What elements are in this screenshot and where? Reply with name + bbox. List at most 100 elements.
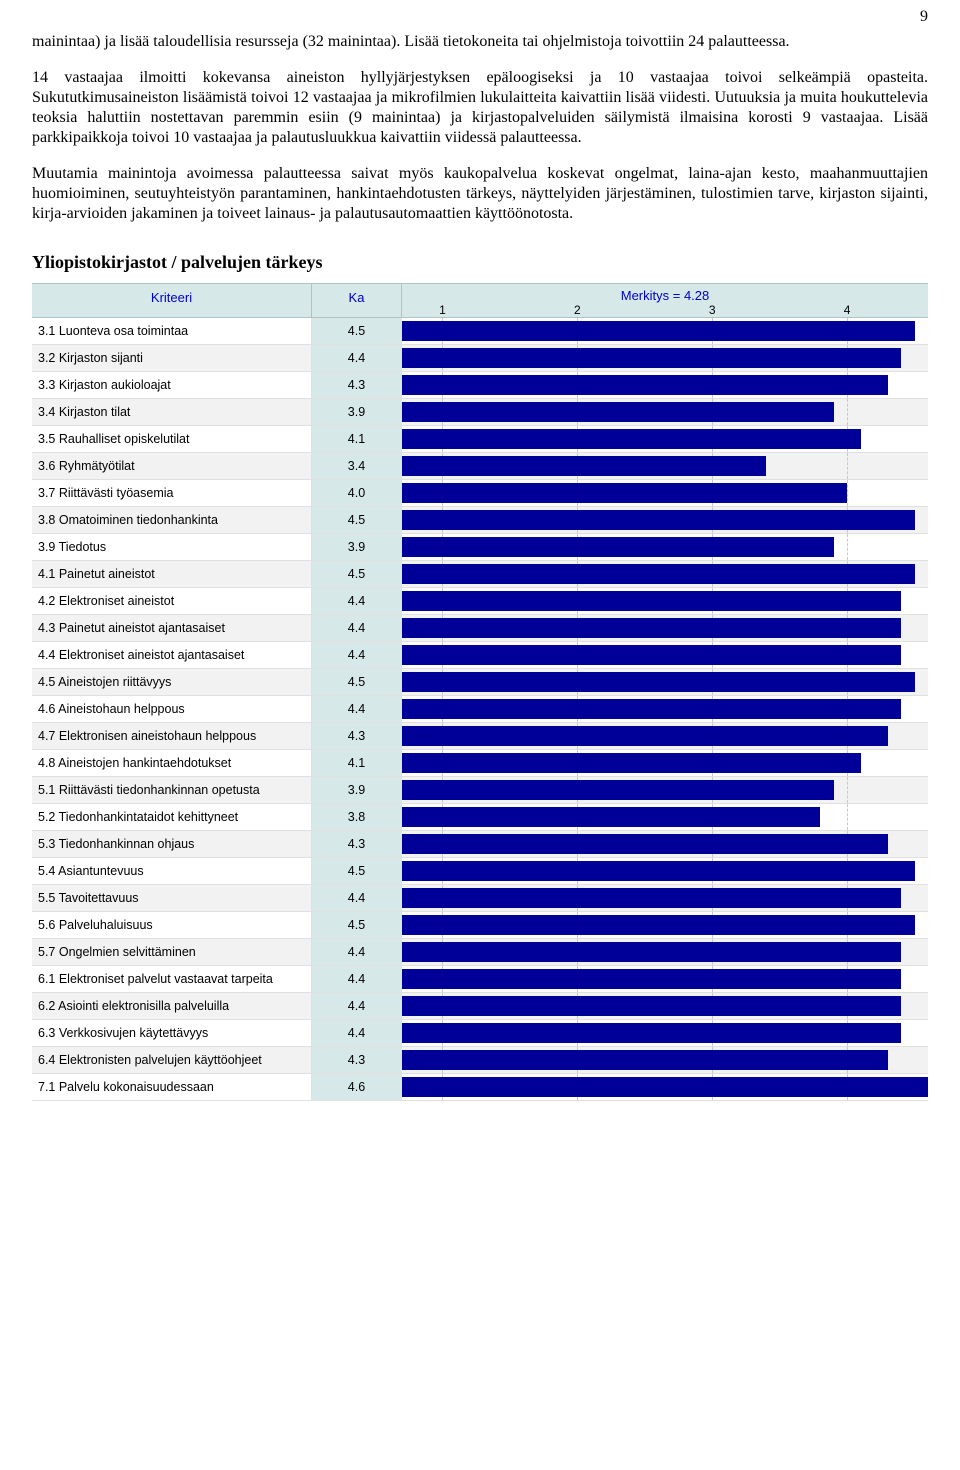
chart-bar-area (402, 426, 928, 452)
chart-row-ka: 4.6 (312, 1074, 402, 1100)
chart-row: 3.9 Tiedotus3.9 (32, 534, 928, 561)
chart-bar-area (402, 372, 928, 398)
chart-row: 3.1 Luonteva osa toimintaa4.5 (32, 318, 928, 345)
chart-bar-area (402, 777, 928, 803)
chart-row-label: 5.2 Tiedonhankintataidot kehittyneet (32, 804, 312, 830)
chart-row-ka: 4.5 (312, 561, 402, 587)
chart-row-ka: 4.0 (312, 480, 402, 506)
chart-bar-area (402, 561, 928, 587)
chart-row-ka: 3.9 (312, 399, 402, 425)
chart-bar (402, 942, 901, 962)
chart-row-label: 4.1 Painetut aineistot (32, 561, 312, 587)
grid-line (847, 453, 848, 479)
chart-row-label: 7.1 Palvelu kokonaisuudessaan (32, 1074, 312, 1100)
chart-row: 3.7 Riittävästi työasemia4.0 (32, 480, 928, 507)
chart-row-ka: 4.3 (312, 372, 402, 398)
chart-row-ka: 3.8 (312, 804, 402, 830)
chart-row-ka: 4.4 (312, 615, 402, 641)
chart-bar-area (402, 345, 928, 371)
chart-bar-area (402, 804, 928, 830)
chart-row-ka: 4.5 (312, 318, 402, 344)
chart-bar (402, 996, 901, 1016)
chart-bar-area (402, 588, 928, 614)
chart-row: 5.4 Asiantuntevuus4.5 (32, 858, 928, 885)
chart-row: 3.4 Kirjaston tilat3.9 (32, 399, 928, 426)
chart-bar-area (402, 1020, 928, 1046)
chart-bar (402, 456, 766, 476)
section-heading: Yliopistokirjastot / palvelujen tärkeys (32, 252, 928, 273)
chart-row-ka: 4.4 (312, 588, 402, 614)
chart-row-ka: 3.4 (312, 453, 402, 479)
chart-row-label: 6.3 Verkkosivujen käytettävyys (32, 1020, 312, 1046)
chart-tick-label: 2 (574, 303, 581, 317)
chart-row: 5.5 Tavoitettavuus4.4 (32, 885, 928, 912)
chart-bar (402, 1023, 901, 1043)
chart-row-ka: 4.4 (312, 885, 402, 911)
chart-row-label: 3.6 Ryhmätyötilat (32, 453, 312, 479)
chart-row-ka: 4.4 (312, 993, 402, 1019)
chart-row-label: 4.5 Aineistojen riittävyys (32, 669, 312, 695)
chart-bar-area (402, 669, 928, 695)
chart-bar (402, 888, 901, 908)
chart-header-criteria: Kriteeri (32, 284, 312, 317)
chart-bar (402, 618, 901, 638)
chart-bar (402, 348, 901, 368)
chart-row-ka: 4.4 (312, 966, 402, 992)
chart-row-ka: 4.5 (312, 858, 402, 884)
chart-bar-area (402, 750, 928, 776)
chart-bar (402, 591, 901, 611)
chart-bar (402, 915, 915, 935)
chart-row-ka: 4.4 (312, 939, 402, 965)
chart-row: 4.5 Aineistojen riittävyys4.5 (32, 669, 928, 696)
chart-bar-area (402, 318, 928, 344)
chart-row-label: 3.2 Kirjaston sijanti (32, 345, 312, 371)
chart-row-label: 4.7 Elektronisen aineistohaun helppous (32, 723, 312, 749)
chart-bar-area (402, 453, 928, 479)
chart-row: 3.6 Ryhmätyötilat3.4 (32, 453, 928, 480)
chart-bar (402, 321, 915, 341)
chart-row: 3.3 Kirjaston aukioloajat4.3 (32, 372, 928, 399)
chart-bar (402, 969, 901, 989)
chart-row: 6.4 Elektronisten palvelujen käyttöohjee… (32, 1047, 928, 1074)
chart-row-ka: 4.3 (312, 831, 402, 857)
chart-row-label: 3.4 Kirjaston tilat (32, 399, 312, 425)
chart-row: 5.3 Tiedonhankinnan ohjaus4.3 (32, 831, 928, 858)
chart-row-label: 5.4 Asiantuntevuus (32, 858, 312, 884)
chart-row: 4.7 Elektronisen aineistohaun helppous4.… (32, 723, 928, 750)
chart-row-label: 5.1 Riittävästi tiedonhankinnan opetusta (32, 777, 312, 803)
chart-bar-area (402, 480, 928, 506)
chart-row: 4.6 Aineistohaun helppous4.4 (32, 696, 928, 723)
chart-row-label: 6.4 Elektronisten palvelujen käyttöohjee… (32, 1047, 312, 1073)
grid-line (847, 804, 848, 830)
chart-tick-label: 4 (844, 303, 851, 317)
chart-bar (402, 375, 888, 395)
chart-header-scale: Merkitys = 4.28 1234 (402, 284, 928, 317)
chart-bar-area (402, 615, 928, 641)
chart-row-label: 4.6 Aineistohaun helppous (32, 696, 312, 722)
chart-bar-area (402, 1074, 928, 1100)
chart-bar-area (402, 885, 928, 911)
body-paragraph-2: 14 vastaajaa ilmoitti kokevansa aineisto… (32, 68, 928, 148)
page-number: 9 (32, 8, 928, 26)
chart-row-label: 4.8 Aineistojen hankintaehdotukset (32, 750, 312, 776)
chart-bar (402, 645, 901, 665)
chart-scale-title: Merkitys = 4.28 (402, 288, 928, 303)
chart-row-label: 4.4 Elektroniset aineistot ajantasaiset (32, 642, 312, 668)
chart-tick-label: 3 (709, 303, 716, 317)
chart-bar-area (402, 507, 928, 533)
chart-row-ka: 4.3 (312, 723, 402, 749)
chart-bar-area (402, 399, 928, 425)
chart-bar (402, 429, 861, 449)
chart-bar-area (402, 993, 928, 1019)
chart-bar-area (402, 696, 928, 722)
chart-bar (402, 861, 915, 881)
chart-row: 5.6 Palveluhaluisuus4.5 (32, 912, 928, 939)
chart-row: 7.1 Palvelu kokonaisuudessaan4.6 (32, 1074, 928, 1101)
chart-bar (402, 564, 915, 584)
chart-row-ka: 4.1 (312, 750, 402, 776)
chart-row: 4.8 Aineistojen hankintaehdotukset4.1 (32, 750, 928, 777)
chart-row: 5.1 Riittävästi tiedonhankinnan opetusta… (32, 777, 928, 804)
chart-row-ka: 4.4 (312, 1020, 402, 1046)
chart-bar-area (402, 939, 928, 965)
importance-chart: Kriteeri Ka Merkitys = 4.28 1234 3.1 Luo… (32, 283, 928, 1101)
